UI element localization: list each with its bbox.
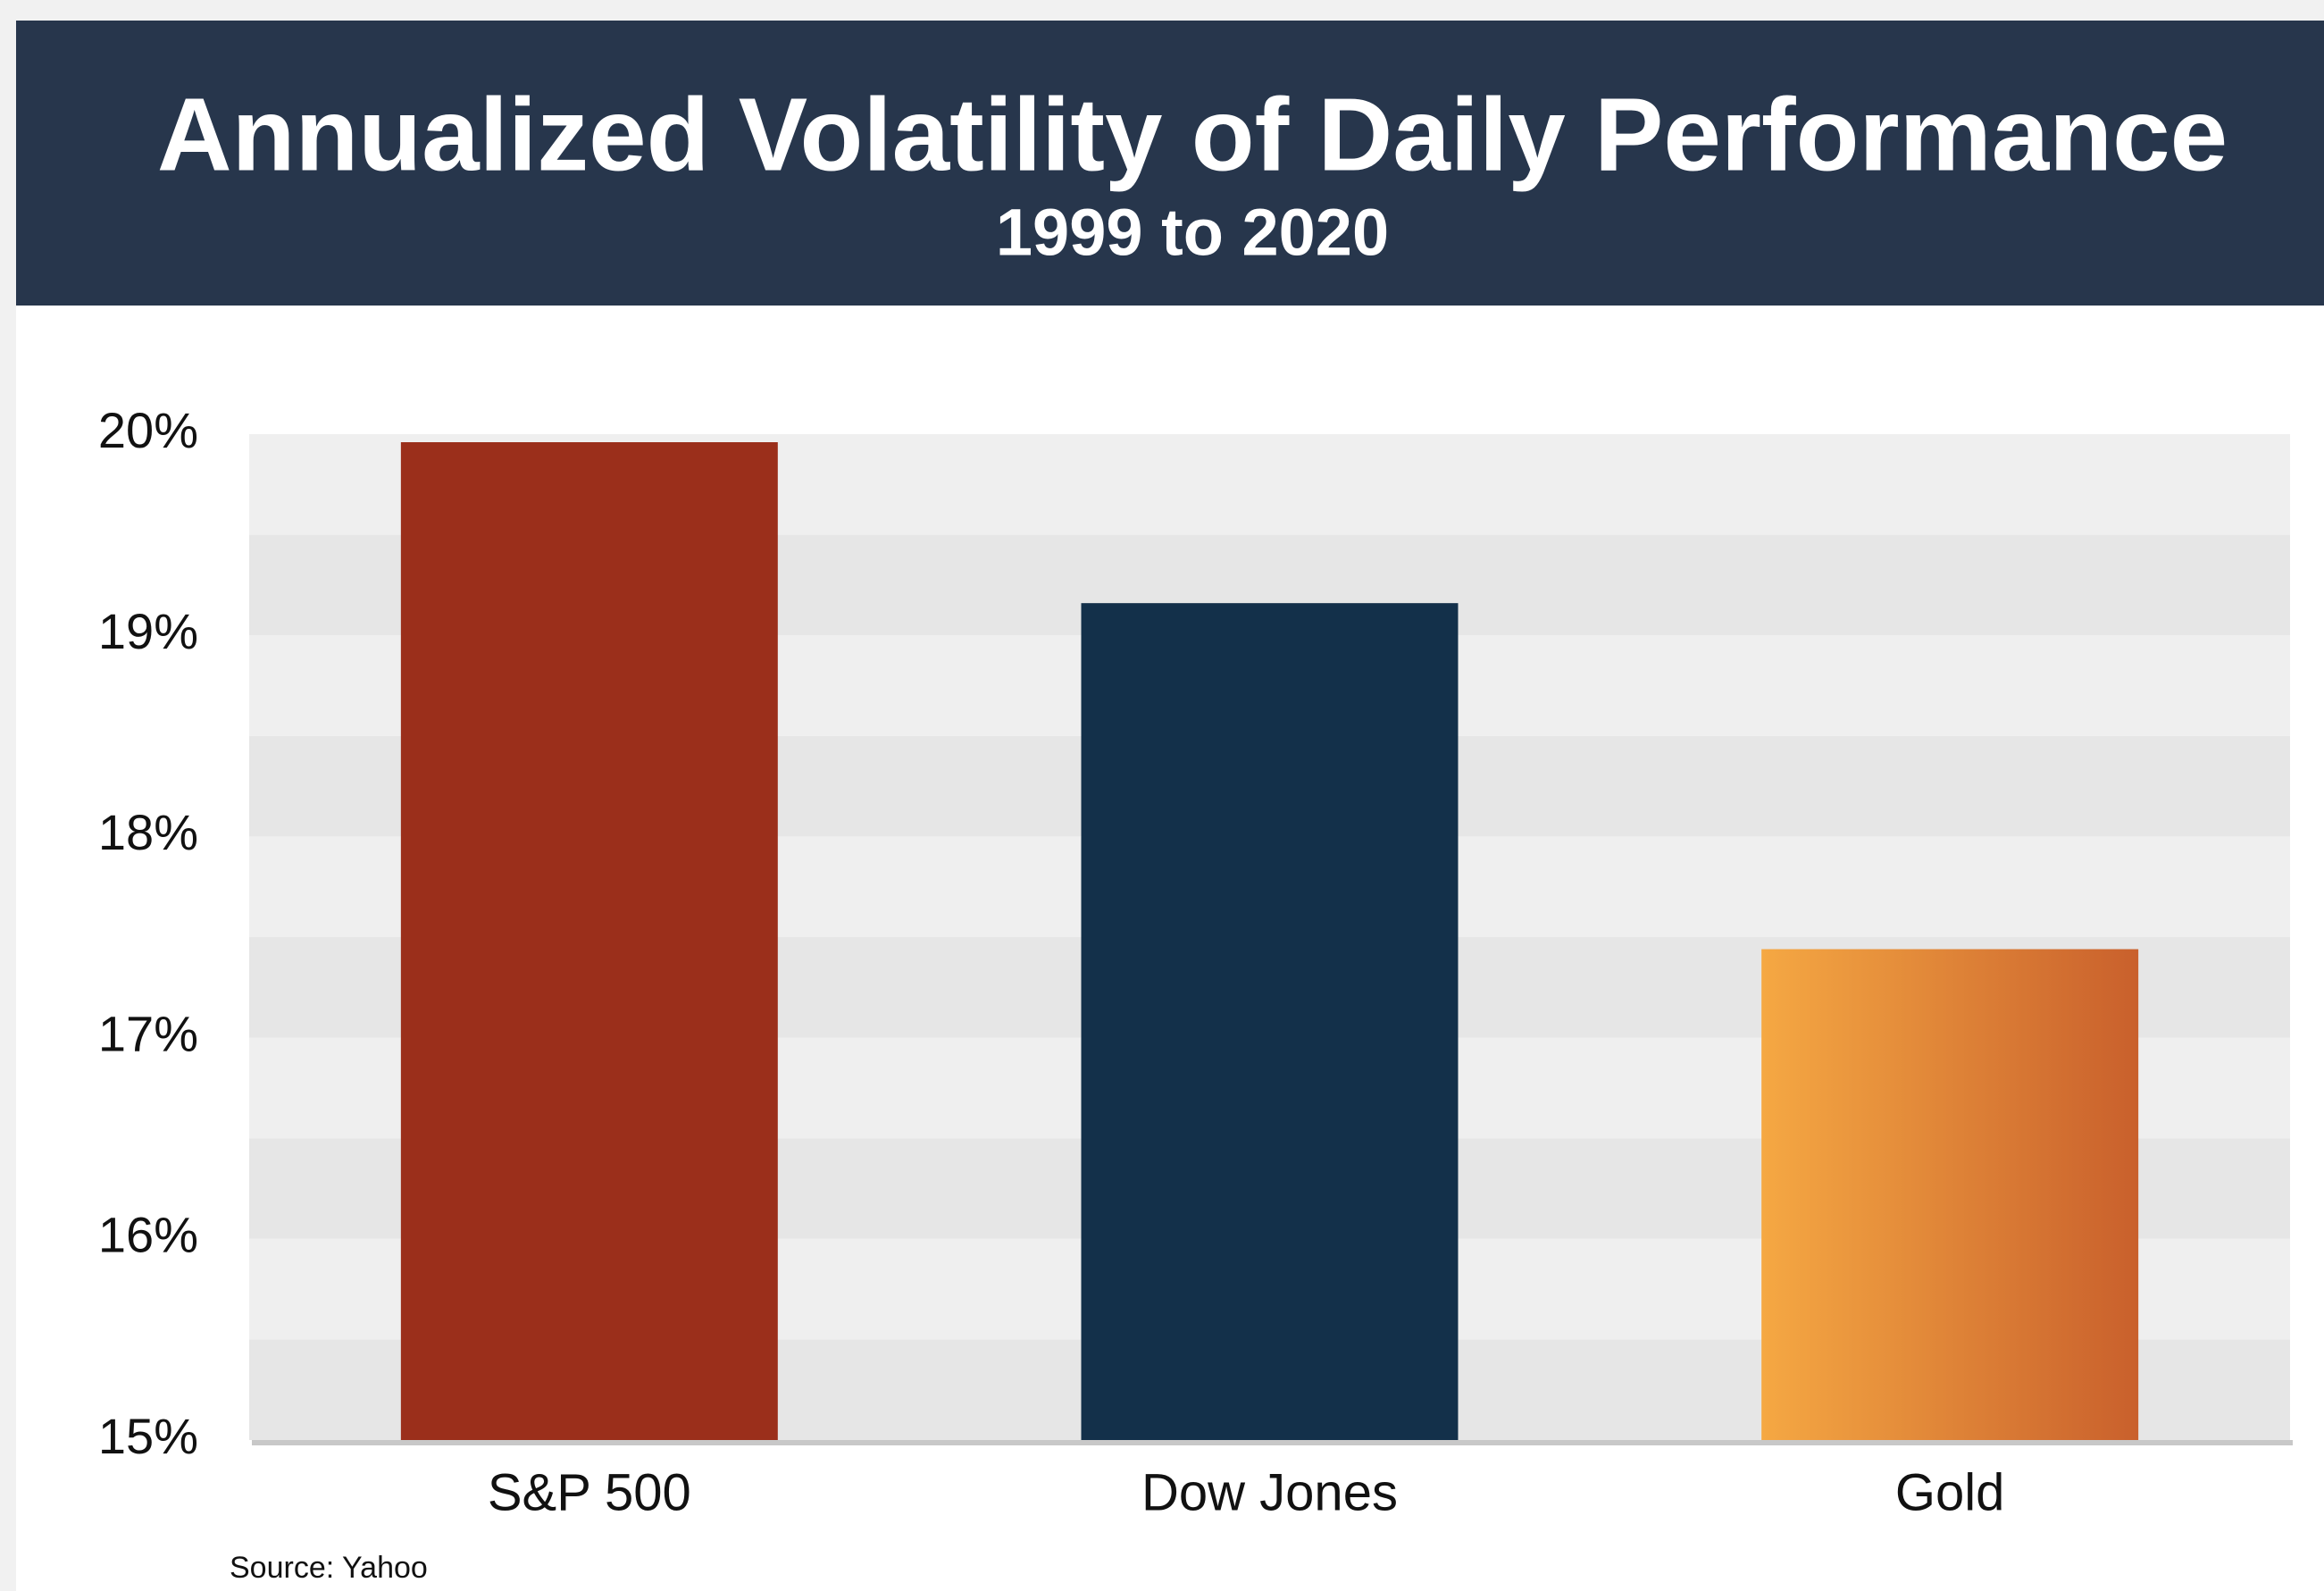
plot-area: 15% 16% 17% 18% 19% 20% S&P 500 Dow Jones Gold <box>98 402 2293 1521</box>
y-tick-label: 16% <box>98 1207 198 1263</box>
y-tick-label: 20% <box>98 402 198 458</box>
y-tick-label: 19% <box>98 603 198 659</box>
bar <box>1081 603 1459 1440</box>
chart-title: Annualized Volatility of Daily Performan… <box>157 77 2228 193</box>
y-tick-label: 17% <box>98 1005 198 1061</box>
y-tick-label: 18% <box>98 804 198 860</box>
y-tick-label: 15% <box>98 1408 198 1464</box>
chart-subtitle: 1999 to 2020 <box>996 196 1389 270</box>
x-tick-label: Gold <box>1895 1463 2005 1521</box>
bar <box>400 442 778 1440</box>
bar <box>1761 949 2139 1440</box>
x-tick-label: S&P 500 <box>488 1463 691 1521</box>
source-note: Source: Yahoo <box>230 1551 428 1585</box>
header-band <box>16 21 2324 306</box>
x-tick-label: Dow Jones <box>1141 1463 1398 1521</box>
